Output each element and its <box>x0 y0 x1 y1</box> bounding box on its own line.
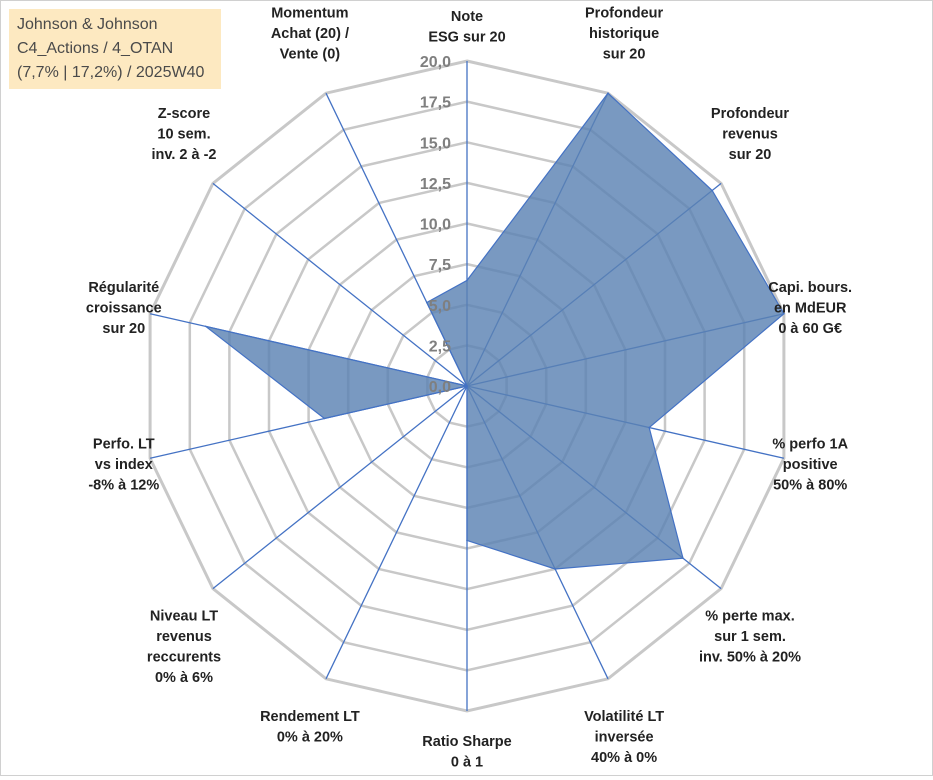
title-line-2: C4_Actions / 4_OTAN <box>17 40 174 57</box>
category-label-line: % perfo 1A <box>772 437 848 453</box>
axis-spoke-12 <box>212 182 468 387</box>
category-label-line: 0 à 1 <box>451 755 483 771</box>
category-label-13: Momentum Achat (20) / Vente (0) <box>271 5 349 62</box>
tick-label-0: 0,0 <box>429 379 451 396</box>
category-label-6: Volatilité LT inversée 40% à 0% <box>584 709 664 766</box>
category-label-line: Note <box>451 9 483 25</box>
category-label-line: 0% à 6% <box>155 670 213 686</box>
series <box>204 92 785 570</box>
category-label-line: Niveau LT <box>150 609 218 625</box>
data-point-11 <box>204 325 207 328</box>
category-label-line: inv. 50% à 20% <box>699 650 801 666</box>
tick-labels: 0,0 2,5 5,0 7,5 10,0 12,5 15,0 17,5 20,0 <box>420 54 451 396</box>
category-label-5: % perte max. sur 1 sem. inv. 50% à 20% <box>699 609 801 666</box>
category-label-line: Capi. bours. <box>768 280 852 296</box>
category-label-line: -8% à 12% <box>88 478 159 494</box>
tick-label-6: 15,0 <box>420 135 451 152</box>
tick-label-2: 5,0 <box>429 298 451 315</box>
category-labels: Note ESG sur 20 Profondeur historique sur 20… <box>86 5 852 770</box>
category-label-10: Perfo. LT vs index -8% à 12% <box>88 437 159 494</box>
category-label-11: Régularité croissance sur 20 <box>86 280 162 337</box>
category-label-8: Rendement LT 0% à 20% <box>260 709 360 746</box>
category-label-line: 0 à 60 G€ <box>778 321 842 337</box>
category-label-line: sur 20 <box>603 46 646 62</box>
data-point-13 <box>426 301 428 304</box>
tick-label-1: 2,5 <box>429 338 451 355</box>
category-label-0: Note ESG sur 20 <box>428 9 505 46</box>
category-label-12: Z-score 10 sem. inv. 2 à -2 <box>151 106 216 163</box>
category-label-7: Ratio Sharpe 0 à 1 <box>422 734 511 771</box>
category-label-line: Régularité <box>88 280 159 296</box>
category-label-line: en MdEUR <box>774 300 847 316</box>
category-label-line: 10 sem. <box>157 126 210 142</box>
category-label-1: Profondeur historique sur 20 <box>585 5 663 62</box>
category-label-line: Vente (0) <box>280 46 341 62</box>
data-point-10 <box>323 417 326 420</box>
category-label-3: Capi. bours. en MdEUR 0 à 60 G€ <box>768 280 852 337</box>
category-label-line: inversée <box>595 730 654 746</box>
category-label-2: Profondeur revenus sur 20 <box>711 106 789 163</box>
category-label-line: Rendement LT <box>260 709 360 725</box>
category-label-4: % perfo 1A positive 50% à 80% <box>772 437 848 494</box>
category-label-line: Ratio Sharpe <box>422 734 511 750</box>
tick-label-8: 20,0 <box>420 54 451 71</box>
category-label-line: Volatilité LT <box>584 709 664 725</box>
category-label-line: vs index <box>95 457 153 473</box>
category-label-line: sur 20 <box>729 147 772 163</box>
category-label-line: Perfo. LT <box>93 437 155 453</box>
category-label-line: sur 20 <box>102 321 145 337</box>
category-label-line: croissance <box>86 300 162 316</box>
axis-spoke-8 <box>325 385 468 680</box>
category-label-line: reccurents <box>147 650 221 666</box>
category-label-line: 0% à 20% <box>277 730 343 746</box>
category-label-line: Momentum <box>271 5 348 21</box>
category-label-line: 50% à 80% <box>773 478 847 494</box>
axis-spoke-9 <box>212 385 468 590</box>
category-label-line: historique <box>589 26 659 42</box>
data-point-6 <box>554 568 556 570</box>
category-label-line: positive <box>783 457 838 473</box>
data-point-1 <box>607 92 609 94</box>
title-line-1: Johnson & Johnson <box>17 16 158 33</box>
data-point-7 <box>466 539 468 542</box>
category-label-line: Profondeur <box>711 106 789 122</box>
category-label-line: ESG sur 20 <box>428 30 505 46</box>
tick-label-3: 7,5 <box>429 257 451 274</box>
title-line-3: (7,7% | 17,2%) / 2025W40 <box>17 64 205 81</box>
data-point-2 <box>711 189 713 192</box>
category-label-line: Z-score <box>158 106 210 122</box>
category-label-line: Profondeur <box>585 5 663 21</box>
category-label-line: Achat (20) / <box>271 26 349 42</box>
data-point-4 <box>648 426 650 429</box>
category-label-line: sur 1 sem. <box>714 629 786 645</box>
tick-label-4: 10,0 <box>420 217 451 234</box>
category-label-line: 40% à 0% <box>591 750 657 766</box>
data-point-5 <box>682 557 684 559</box>
chart-title-box: Johnson & Johnson C4_Actions / 4_OTAN (7… <box>9 9 221 89</box>
category-label-line: inv. 2 à -2 <box>151 147 216 163</box>
category-label-line: % perte max. <box>705 609 794 625</box>
category-label-line: revenus <box>722 126 778 142</box>
series-area <box>205 92 785 570</box>
tick-label-7: 17,5 <box>420 95 451 112</box>
category-label-9: Niveau LT revenus reccurents 0% à 6% <box>147 609 221 687</box>
data-point-3 <box>783 312 785 315</box>
category-label-line: revenus <box>156 629 212 645</box>
data-point-0 <box>466 279 468 282</box>
tick-label-5: 12,5 <box>420 176 451 193</box>
data-point-12 <box>466 385 468 387</box>
